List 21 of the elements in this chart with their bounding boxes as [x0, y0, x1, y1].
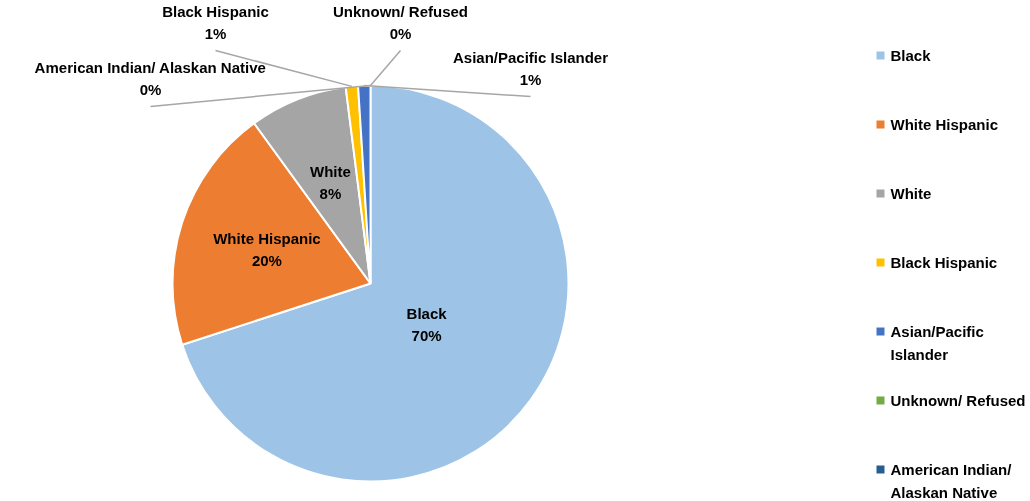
slice-label: Black	[406, 304, 448, 322]
legend-label: Black Hispanic	[890, 253, 998, 271]
legend-label: Black	[890, 46, 932, 64]
legend-label: White Hispanic	[890, 115, 999, 133]
slice-label: Black Hispanic	[162, 2, 269, 20]
data-label: 70%	[411, 326, 442, 344]
data-label: 8%	[319, 184, 342, 202]
text: 0%	[389, 25, 412, 43]
legend-label: Asian/Pacific Islander	[890, 322, 984, 364]
text: 0%	[139, 81, 162, 99]
legend-label: White	[890, 184, 932, 202]
category-label: Unknown/ Refused	[333, 2, 469, 20]
slice-label: White Hispanic	[213, 230, 321, 248]
data-label: 1%	[204, 25, 227, 43]
slice-label: Asian/Pacific Islander	[452, 48, 609, 66]
slice-label: White	[310, 162, 351, 180]
data-label: 20%	[251, 252, 282, 270]
legend-label: Unknown/ Refused	[890, 391, 1026, 409]
legend-label: American Indian/ Alaskan Native	[890, 460, 1013, 501]
category-label: American Indian/ Alaskan Native	[34, 58, 266, 76]
data-label: 1%	[519, 71, 542, 89]
